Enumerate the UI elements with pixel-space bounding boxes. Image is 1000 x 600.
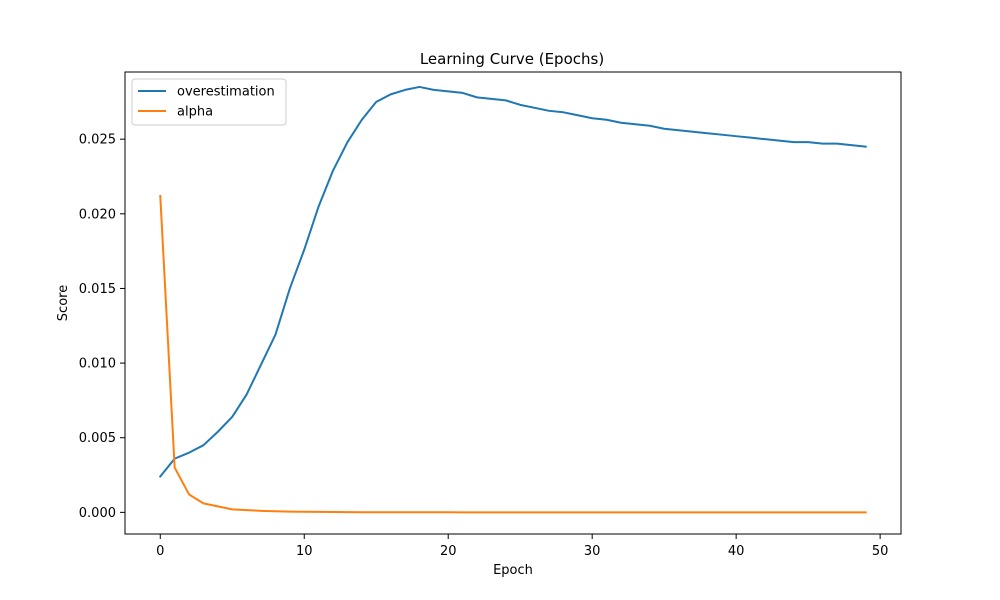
y-tick-label: 0.005 xyxy=(79,431,116,446)
y-tick-label: 0.025 xyxy=(79,133,116,148)
chart-title: Learning Curve (Epochs) xyxy=(420,50,604,68)
plot-background xyxy=(125,72,901,534)
legend-label-overestimation: overestimation xyxy=(177,85,275,100)
x-tick-label: 30 xyxy=(584,544,601,559)
legend-box xyxy=(131,78,287,126)
series-line-overestimation xyxy=(158,85,867,478)
plot-frame xyxy=(124,71,902,535)
y-axis-label: Score xyxy=(56,285,71,321)
y-tick-label: 0.010 xyxy=(79,357,116,372)
y-tick-label: 0.000 xyxy=(79,506,116,521)
x-axis-ticks: 0 10 20 30 40 50 xyxy=(156,534,888,559)
legend: overestimation alpha xyxy=(131,78,287,126)
x-tick-label: 10 xyxy=(296,544,313,559)
x-tick-label: 50 xyxy=(872,544,889,559)
legend-label-alpha: alpha xyxy=(177,105,213,120)
plot-area xyxy=(125,72,901,534)
y-axis-ticks: 0.000 0.005 0.010 0.015 0.020 0.025 xyxy=(79,133,125,521)
y-tick-label: 0.015 xyxy=(79,282,116,297)
series-line-alpha xyxy=(159,194,867,514)
series-lines xyxy=(158,85,867,514)
y-tick-label: 0.020 xyxy=(79,207,116,222)
x-axis-label: Epoch xyxy=(493,563,533,578)
x-tick-label: 20 xyxy=(440,544,457,559)
x-tick-label: 0 xyxy=(156,544,164,559)
x-tick-label: 40 xyxy=(728,544,745,559)
